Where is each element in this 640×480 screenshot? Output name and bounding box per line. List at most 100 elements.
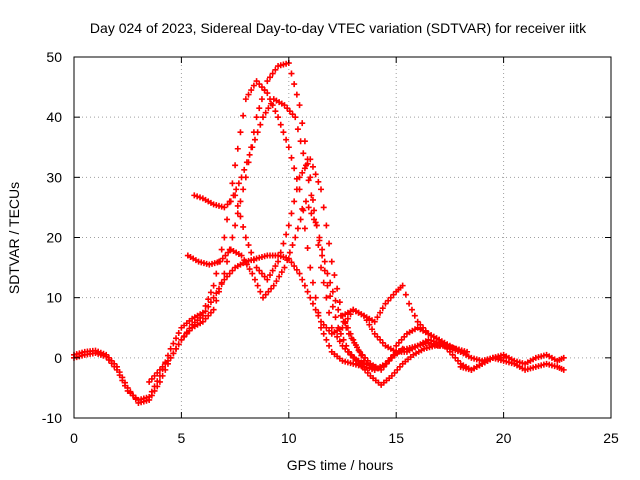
- data-point: [374, 333, 381, 340]
- data-point: [452, 354, 459, 361]
- data-point: [227, 198, 234, 205]
- data-point: [323, 294, 330, 301]
- data-point: [308, 210, 315, 217]
- data-point: [294, 225, 301, 232]
- data-point: [321, 267, 328, 274]
- data-point: [224, 273, 231, 280]
- data-point: [454, 357, 461, 364]
- data-point: [309, 196, 316, 203]
- data-point: [224, 216, 231, 223]
- data-point: [240, 186, 247, 193]
- data-point: [238, 174, 245, 181]
- data-point: [316, 237, 323, 244]
- data-point: [199, 312, 206, 319]
- data-point: [286, 249, 293, 256]
- data-point: [207, 309, 214, 316]
- x-tick-label: 10: [281, 430, 297, 446]
- data-point: [309, 163, 316, 170]
- data-point: [297, 216, 304, 223]
- data-point: [323, 336, 330, 343]
- data-point: [320, 330, 327, 337]
- data-point: [291, 263, 298, 270]
- data-point: [301, 225, 308, 232]
- data-point: [395, 339, 402, 346]
- data-point: [205, 303, 212, 310]
- data-point: [241, 257, 248, 264]
- y-axis-ticks: -10 0 10 20 30 40 50: [42, 49, 611, 426]
- data-point: [379, 339, 386, 346]
- data-point: [186, 325, 193, 332]
- grid-lines: [74, 57, 611, 418]
- data-point: [320, 279, 327, 286]
- data-point: [164, 357, 171, 364]
- data-point: [113, 363, 120, 370]
- data-point: [238, 252, 245, 259]
- data-point: [288, 154, 295, 161]
- data-point: [116, 369, 123, 376]
- data-point: [197, 194, 204, 201]
- data-point: [207, 289, 214, 296]
- data-point: [320, 204, 327, 211]
- data-point: [162, 360, 169, 367]
- data-point: [348, 351, 355, 358]
- data-point: [288, 210, 295, 217]
- data-point: [374, 314, 381, 321]
- data-point: [264, 78, 271, 85]
- data-point: [269, 70, 276, 77]
- data-point: [315, 178, 322, 185]
- chart-title: Day 024 of 2023, Sidereal Day-to-day VTE…: [90, 20, 587, 36]
- data-point: [393, 342, 400, 349]
- data-point: [246, 266, 253, 273]
- data-point: [162, 366, 169, 373]
- data-point: [111, 360, 118, 367]
- data-point: [277, 121, 284, 128]
- data-point: [265, 105, 272, 112]
- data-point: [270, 282, 277, 289]
- data-point: [446, 348, 453, 355]
- data-point: [262, 109, 269, 116]
- data-point: [319, 252, 326, 259]
- data-point: [387, 294, 394, 301]
- data-point: [272, 66, 279, 73]
- data-point: [225, 249, 232, 256]
- data-point: [390, 291, 397, 298]
- data-point: [205, 296, 212, 303]
- data-point: [305, 177, 312, 184]
- data-point: [250, 82, 257, 89]
- data-point: [300, 150, 307, 157]
- data-point: [246, 151, 253, 158]
- data-point: [343, 342, 350, 349]
- data-point: [283, 231, 290, 238]
- data-point: [226, 270, 233, 277]
- data-point: [343, 324, 350, 331]
- data-point: [336, 338, 343, 345]
- data-point: [237, 213, 244, 220]
- data-point: [268, 100, 275, 107]
- data-point: [289, 111, 296, 118]
- data-point: [307, 294, 314, 301]
- data-point: [175, 330, 182, 337]
- data-point: [232, 222, 239, 229]
- data-point: [335, 324, 342, 331]
- data-point: [324, 282, 331, 289]
- data-point: [449, 351, 456, 358]
- data-point: [560, 366, 567, 373]
- data-point: [359, 351, 366, 358]
- data-point: [394, 366, 401, 373]
- data-point: [103, 351, 110, 358]
- data-point: [371, 330, 378, 337]
- data-point: [230, 192, 237, 199]
- data-point: [284, 257, 291, 264]
- data-point: [312, 306, 319, 313]
- data-point: [273, 278, 280, 285]
- data-point: [307, 264, 314, 271]
- data-point: [243, 261, 250, 268]
- data-point: [254, 282, 261, 289]
- data-point: [262, 291, 269, 298]
- data-point: [302, 198, 309, 205]
- data-point: [222, 252, 229, 259]
- data-point: [309, 300, 316, 307]
- data-point: [242, 96, 249, 103]
- data-point: [294, 126, 301, 133]
